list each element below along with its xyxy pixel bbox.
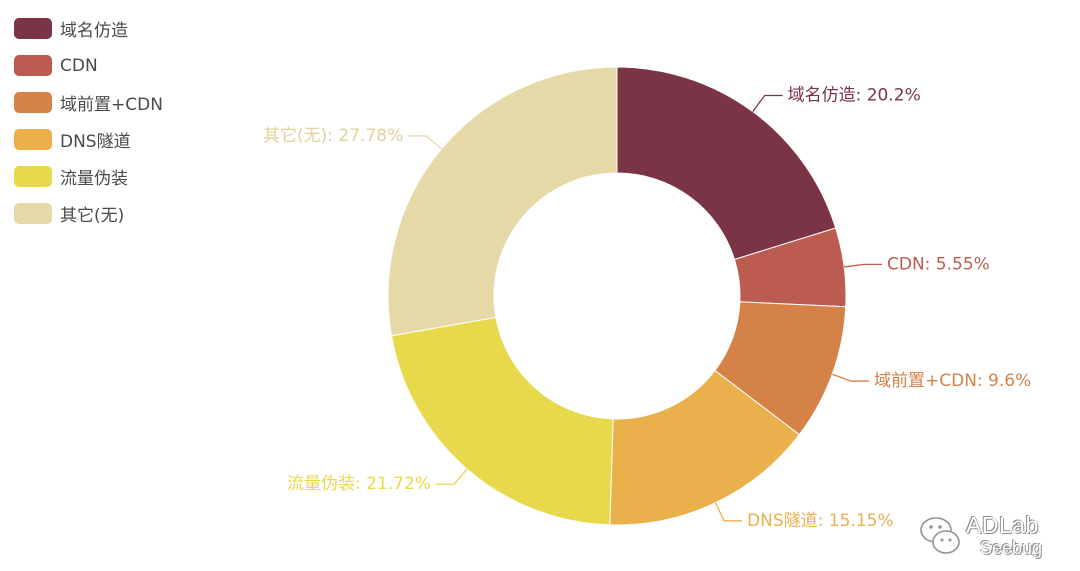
legend-label: DNS隧道 bbox=[60, 132, 131, 152]
legend-swatch bbox=[14, 166, 52, 187]
slice-3-data-label: 域前置+CDN: 9.6% bbox=[874, 371, 1031, 391]
slice-4-data-label: DNS隧道: 15.15% bbox=[747, 511, 894, 531]
slice-2-data-label: CDN: 5.55% bbox=[887, 254, 990, 274]
legend-item-5[interactable]: 流量伪装 bbox=[14, 158, 163, 195]
data-labels: 域名仿造: 20.2% CDN: 5.55% 域前置+CDN: 9.6% DNS隧道:… bbox=[263, 85, 1031, 530]
legend-label: 域名仿造 bbox=[60, 21, 128, 41]
legend-item-4[interactable]: DNS隧道 bbox=[14, 121, 163, 158]
slice-6-donut-slice[interactable] bbox=[387, 66, 618, 337]
legend-swatch bbox=[14, 92, 52, 113]
legend-item-3[interactable]: 域前置+CDN bbox=[14, 84, 163, 121]
slice-5-donut-slice[interactable] bbox=[390, 316, 614, 526]
legend-swatch bbox=[14, 55, 52, 76]
legend-item-1[interactable]: 域名仿造 bbox=[14, 10, 163, 47]
slice-1-donut-slice[interactable] bbox=[616, 66, 837, 261]
donut-slices bbox=[387, 66, 847, 526]
legend-swatch bbox=[14, 18, 52, 39]
watermark-main-text: ADLab bbox=[966, 512, 1039, 538]
legend-label: 流量伪装 bbox=[60, 169, 128, 189]
legend-label: CDN bbox=[60, 55, 98, 76]
watermark: ADLab Seebug bbox=[918, 508, 1068, 566]
legend-label: 其它(无) bbox=[60, 206, 125, 226]
watermark-sub-text: Seebug bbox=[980, 538, 1043, 558]
legend-item-2[interactable]: CDN bbox=[14, 47, 163, 84]
legend-item-6[interactable]: 其它(无) bbox=[14, 195, 163, 232]
slice-3-leader-line bbox=[831, 373, 870, 382]
slice-6-leader-line bbox=[408, 135, 442, 150]
legend: 域名仿造 CDN 域前置+CDN DNS隧道流量伪装其它(无) bbox=[14, 10, 163, 232]
legend-label: 域前置+CDN bbox=[60, 95, 163, 115]
label-leader-lines bbox=[408, 94, 882, 522]
legend-swatch bbox=[14, 203, 52, 224]
slice-1-data-label: 域名仿造: 20.2% bbox=[788, 85, 921, 105]
slice-5-data-label: 流量伪装: 21.72% bbox=[287, 474, 431, 494]
slice-2-leader-line bbox=[844, 263, 882, 268]
wechat-watermark-icon bbox=[920, 517, 960, 554]
slice-5-leader-line bbox=[435, 468, 468, 485]
slice-1-leader-line bbox=[752, 94, 783, 112]
slice-4-donut-slice[interactable] bbox=[609, 369, 800, 526]
legend-swatch bbox=[14, 129, 52, 150]
slice-6-data-label: 其它(无): 27.78% bbox=[263, 126, 403, 146]
slice-4-leader-line bbox=[714, 502, 743, 522]
